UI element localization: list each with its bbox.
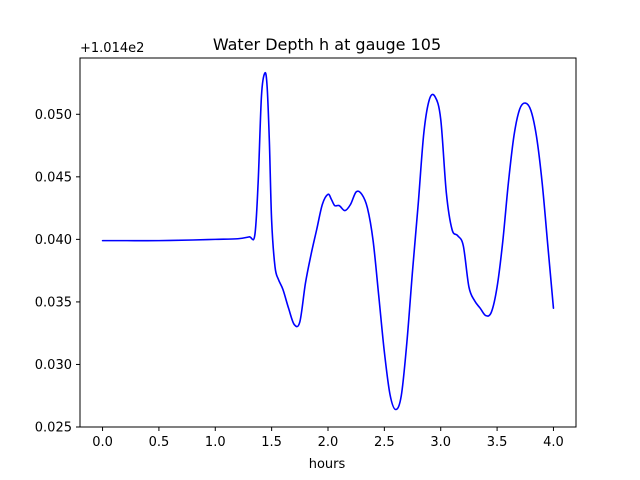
x-tick-label: 2.0	[318, 435, 339, 450]
x-tick-label: 0.5	[149, 435, 170, 450]
y-tick-label: 0.030	[35, 358, 72, 373]
y-axis-offset-label: +1.014e2	[80, 41, 144, 56]
y-tick-label: 0.025	[35, 421, 72, 436]
plot-series	[101, 71, 555, 411]
chart-title: Water Depth h at gauge 105	[213, 35, 441, 54]
y-tick-label: 0.045	[35, 170, 72, 185]
x-tick-label: 3.5	[487, 435, 508, 450]
series-line	[101, 71, 555, 411]
x-axis-ticks: 0.0 0.5 1.0 1.5 2.0 2.5 3.0 3.5 4.0	[92, 427, 564, 450]
x-tick-label: 2.5	[374, 435, 395, 450]
y-tick-label: 0.050	[35, 108, 72, 123]
x-tick-label: 1.0	[205, 435, 226, 450]
x-tick-label: 4.0	[543, 435, 564, 450]
x-tick-label: 0.0	[92, 435, 113, 450]
x-axis-label: hours	[309, 457, 346, 472]
y-tick-label: 0.040	[35, 233, 72, 248]
y-axis-ticks: 0.025 0.030 0.035 0.040 0.045 0.050	[35, 108, 80, 436]
y-tick-label: 0.035	[35, 295, 72, 310]
x-tick-label: 1.5	[261, 435, 282, 450]
plot-frame	[79, 57, 577, 428]
x-tick-label: 3.0	[430, 435, 451, 450]
